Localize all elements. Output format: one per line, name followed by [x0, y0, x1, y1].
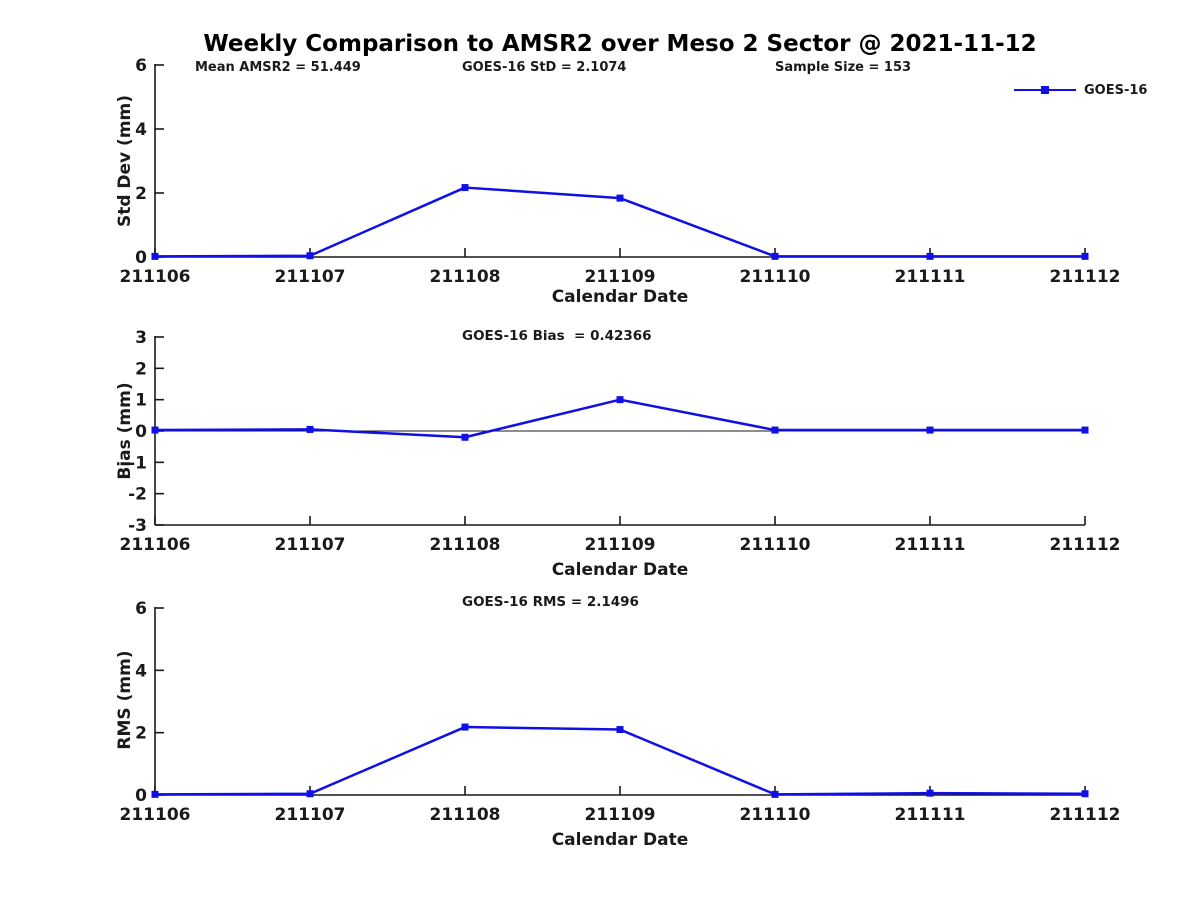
data-point-marker	[771, 426, 779, 434]
y-tick-label: 2	[135, 359, 147, 379]
data-point-marker	[926, 426, 934, 434]
y-tick-label: -2	[128, 485, 147, 505]
annotation-goes16-std: GOES-16 StD = 2.1074	[462, 60, 627, 75]
x-tick-label: 211110	[740, 805, 811, 825]
std-dev-chart: 0 2 4 6 211106 211107 211108 211109 211110 211111…	[120, 56, 1121, 287]
x-tick-label: 211111	[895, 805, 966, 825]
x-tick-label: 211109	[585, 535, 656, 555]
x-tick-label: 211109	[585, 267, 656, 287]
y-tick-label: 6	[135, 56, 147, 76]
y-tick-label: 4	[135, 661, 147, 681]
x-tick-label: 211112	[1050, 805, 1121, 825]
y-tick-label: 0	[135, 248, 147, 268]
x-tick-label: 211106	[120, 805, 191, 825]
rms-chart-title: GOES-16 RMS = 2.1496	[462, 594, 639, 610]
rms-chart: 0 2 4 6 211106 211107 211108 211109 211110 211111…	[120, 599, 1121, 825]
series-line-bias	[154, 398, 1085, 439]
y-tick-label: 6	[135, 599, 147, 619]
y-tick-label: -3	[128, 516, 147, 536]
stddev-x-axis-label: Calendar Date	[551, 287, 689, 307]
data-point-marker	[1081, 790, 1089, 798]
data-point-marker	[616, 396, 624, 404]
y-tick-label: 3	[135, 328, 147, 348]
legend-square-marker-icon	[1041, 85, 1049, 94]
y-tick-label: 2	[135, 724, 147, 744]
data-point-marker	[926, 789, 934, 797]
data-point-marker	[616, 726, 624, 734]
x-tick-label: 211111	[895, 535, 966, 555]
figure-title: Weekly Comparison to AMSR2 over Meso 2 S…	[203, 31, 1037, 57]
data-point-marker	[151, 426, 159, 434]
data-point-marker	[771, 252, 779, 260]
data-point-marker	[461, 433, 469, 441]
x-tick-label: 211108	[430, 805, 501, 825]
bias-chart: -3 -2 -1 0 1 2 3 211106 211107 211108 211109 211110…	[120, 328, 1121, 555]
data-point-marker	[306, 790, 314, 798]
rms-x-axis-label: Calendar Date	[551, 830, 689, 850]
x-tick-label: 211108	[430, 535, 501, 555]
annotation-mean-amsr2: Mean AMSR2 = 51.449	[195, 60, 361, 75]
x-tick-label: 211107	[275, 267, 346, 287]
y-tick-label: -1	[128, 453, 147, 473]
x-tick-label: 211110	[740, 267, 811, 287]
x-tick-label: 211112	[1050, 267, 1121, 287]
x-tick-label: 211108	[430, 267, 501, 287]
legend: GOES-16	[1014, 81, 1147, 99]
y-tick-label: 2	[135, 184, 147, 204]
x-tick-label: 211112	[1050, 535, 1121, 555]
data-point-marker	[771, 790, 779, 798]
data-point-marker	[151, 790, 159, 798]
x-tick-label: 211110	[740, 535, 811, 555]
rms-y-axis-label: RMS (mm)	[115, 650, 135, 750]
x-tick-label: 211106	[120, 267, 191, 287]
data-point-marker	[151, 252, 159, 260]
x-tick-label: 211106	[120, 535, 191, 555]
y-tick-label: 0	[135, 786, 147, 806]
data-point-marker	[306, 252, 314, 260]
annotation-sample-size: Sample Size = 153	[775, 60, 912, 75]
x-tick-label: 211109	[585, 805, 656, 825]
x-tick-label: 211111	[895, 267, 966, 287]
legend-line-sample	[1014, 85, 1076, 94]
x-tick-label: 211107	[275, 535, 346, 555]
bias-x-axis-label: Calendar Date	[551, 560, 689, 580]
bias-chart-title: GOES-16 Bias = 0.42366	[462, 328, 652, 344]
x-tick-label: 211107	[275, 805, 346, 825]
data-point-marker	[616, 194, 624, 202]
data-point-marker	[926, 252, 934, 260]
legend-label: GOES-16	[1084, 82, 1148, 98]
data-point-marker	[1081, 252, 1089, 260]
y-tick-label: 0	[135, 422, 147, 442]
stddev-y-axis-label: Std Dev (mm)	[115, 94, 135, 228]
data-point-marker	[306, 425, 314, 433]
data-point-marker	[1081, 426, 1089, 434]
data-point-marker	[461, 723, 469, 731]
bias-y-axis-label: Bias (mm)	[115, 382, 135, 480]
y-tick-label: 1	[135, 391, 147, 411]
series-line-rms	[154, 725, 1086, 796]
data-point-marker	[461, 184, 469, 192]
y-tick-label: 4	[135, 120, 147, 140]
